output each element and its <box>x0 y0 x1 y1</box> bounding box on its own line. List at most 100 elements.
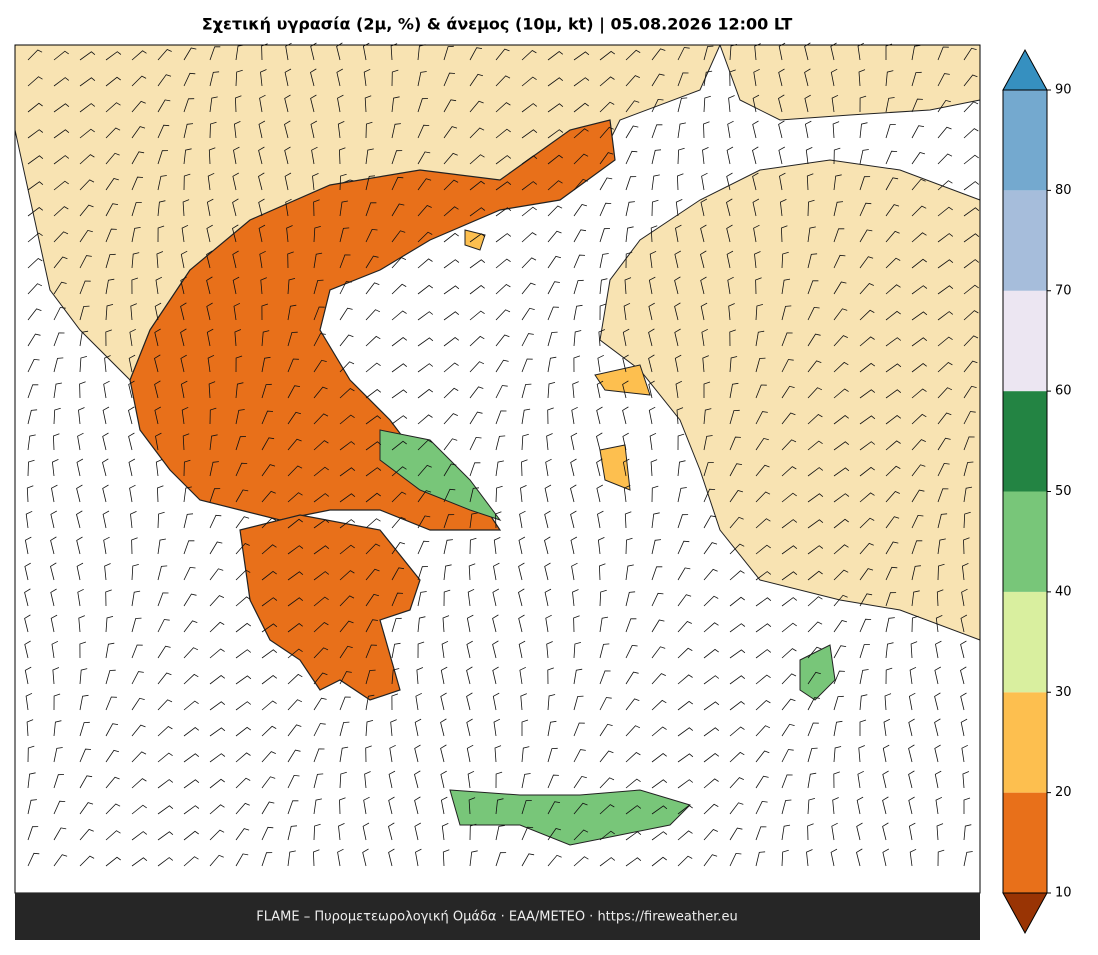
wind-barb <box>105 203 119 217</box>
wind-barb <box>597 537 605 555</box>
wind-barb <box>287 438 302 451</box>
wind-barb <box>131 564 139 581</box>
wind-barb <box>648 380 655 399</box>
wind-barb <box>651 566 663 581</box>
wind-barb <box>754 43 761 61</box>
wind-barb <box>414 770 421 789</box>
wind-barb <box>440 692 447 711</box>
wind-barb <box>365 335 381 347</box>
wind-barb <box>391 363 408 373</box>
wind-barb <box>443 564 452 581</box>
wind-barb <box>547 154 563 165</box>
wind-barb <box>336 68 343 87</box>
wind-barb <box>520 693 527 711</box>
wind-barb <box>468 563 476 581</box>
wind-barb <box>599 777 615 789</box>
wind-barb <box>391 668 400 685</box>
wind-barb <box>521 50 537 61</box>
wind-barb <box>729 436 741 451</box>
wind-barb <box>547 77 564 87</box>
wind-barb <box>443 72 456 87</box>
wind-barb <box>911 413 927 425</box>
wind-barb <box>235 675 252 685</box>
wind-barb <box>781 799 792 815</box>
colorbar-tick-label: 30 <box>1055 685 1072 700</box>
wind-barb <box>729 700 745 711</box>
wind-barb <box>521 853 535 867</box>
wind-barb <box>625 857 642 867</box>
wind-barb <box>625 805 642 815</box>
wind-barb <box>105 589 112 607</box>
wind-barb <box>937 153 953 165</box>
wind-barb <box>155 459 163 477</box>
wind-barb <box>700 276 707 295</box>
wind-barb <box>599 278 608 295</box>
wind-barb <box>545 458 552 477</box>
wind-barb <box>651 73 665 87</box>
wind-barb <box>417 414 433 425</box>
wind-barb <box>804 42 811 61</box>
wind-barb <box>833 335 848 347</box>
wind-barb <box>703 803 719 815</box>
wind-barb <box>807 493 824 503</box>
wind-barb <box>755 649 772 659</box>
wind-barb <box>911 285 928 295</box>
wind-barb <box>391 389 408 399</box>
wind-barb <box>209 854 224 867</box>
wind-barb <box>859 719 867 736</box>
wind-barb <box>339 671 352 685</box>
wind-barb <box>53 827 67 841</box>
wind-barb <box>287 331 298 347</box>
wind-barb <box>807 306 820 321</box>
wind-barb <box>365 518 381 529</box>
wind-barb <box>155 432 162 451</box>
wind-barb <box>234 95 242 113</box>
wind-barb <box>235 462 248 477</box>
wind-barb <box>469 487 480 503</box>
wind-barb <box>859 517 875 529</box>
wind-barb <box>258 172 265 191</box>
wind-barb <box>937 233 954 243</box>
wind-barb <box>755 411 768 425</box>
wind-barb <box>154 328 161 347</box>
wind-barb <box>675 380 683 399</box>
wind-barb <box>105 51 122 61</box>
wind-barb <box>466 666 473 685</box>
wind-barb <box>935 615 943 633</box>
wind-barb <box>598 329 606 347</box>
wind-barb <box>388 848 395 867</box>
wind-barb <box>495 771 503 789</box>
wind-barb <box>53 77 70 87</box>
wind-barb <box>755 750 770 763</box>
wind-barb <box>911 565 921 581</box>
wind-barb <box>209 701 226 711</box>
wind-barb <box>911 311 928 321</box>
colorbar-segment <box>1003 391 1047 492</box>
wind-barb <box>495 181 512 191</box>
wind-barb <box>102 484 109 503</box>
wind-barb <box>570 510 577 529</box>
wind-barb <box>105 304 114 321</box>
wind-barb <box>674 302 681 321</box>
wind-barb <box>131 537 138 555</box>
wind-barb <box>963 284 979 295</box>
wind-barb <box>885 617 895 633</box>
wind-barb <box>807 414 823 425</box>
wind-barb <box>235 516 250 529</box>
wind-barb <box>391 415 408 425</box>
wind-barb <box>131 252 140 269</box>
wind-barb <box>701 172 708 191</box>
wind-barb <box>729 777 744 789</box>
wind-barb <box>908 718 915 737</box>
wind-barb <box>365 148 374 165</box>
wind-barb <box>651 512 660 529</box>
wind-barb <box>284 172 292 191</box>
wind-barb <box>466 744 474 763</box>
wind-barb <box>469 823 477 841</box>
wind-barb <box>287 278 296 295</box>
wind-barb <box>313 672 328 685</box>
wind-barb <box>599 177 613 191</box>
wind-barb <box>781 849 789 867</box>
wind-barb <box>807 570 823 581</box>
